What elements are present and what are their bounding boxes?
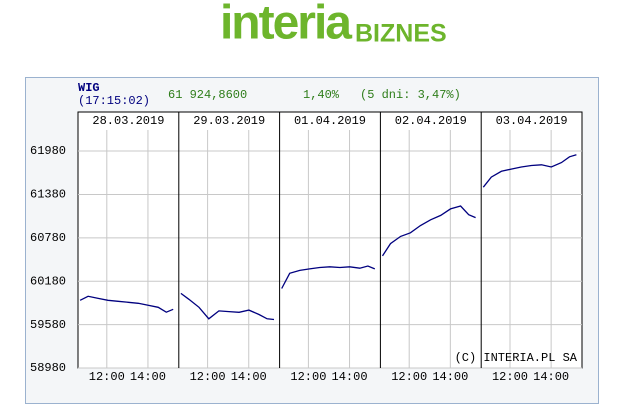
panel-date: 03.04.2019	[496, 114, 568, 128]
index-name: WIG	[78, 81, 100, 95]
x-tick-label: 12:00	[391, 370, 427, 384]
panel-date: 28.03.2019	[92, 114, 164, 128]
price-line	[180, 292, 275, 321]
y-tick-label: 60780	[30, 231, 66, 245]
price-line	[281, 265, 376, 289]
x-tick-label: 14:00	[332, 370, 368, 384]
change: 1,40%	[303, 88, 340, 102]
x-tick-label: 12:00	[89, 370, 125, 384]
x-tick-label: 12:00	[290, 370, 326, 384]
change-5d: (5 dni: 3,47%)	[360, 88, 461, 102]
y-tick-label: 61980	[30, 144, 66, 158]
update-time: (17:15:02)	[78, 94, 150, 108]
price-line	[79, 295, 174, 313]
last-value: 61 924,8600	[168, 88, 247, 102]
y-tick-label: 60180	[30, 274, 66, 288]
panel-date: 01.04.2019	[294, 114, 366, 128]
y-tick-label: 61380	[30, 188, 66, 202]
price-line	[482, 154, 577, 188]
panel-date: 02.04.2019	[395, 114, 467, 128]
y-tick-label: 58980	[30, 361, 66, 375]
plot-area	[77, 111, 583, 369]
x-tick-label: 12:00	[190, 370, 226, 384]
x-tick-label: 12:00	[492, 370, 528, 384]
x-tick-label: 14:00	[432, 370, 468, 384]
y-tick-label: 59580	[30, 318, 66, 332]
x-tick-label: 14:00	[533, 370, 569, 384]
x-tick-label: 14:00	[130, 370, 166, 384]
price-line	[381, 205, 476, 257]
logo-section: BIZNES	[355, 20, 447, 48]
logo-brand: interia	[220, 0, 352, 50]
panel-date: 29.03.2019	[193, 114, 265, 128]
x-tick-label: 14:00	[231, 370, 267, 384]
credit: (C) INTERIA.PL SA	[455, 351, 578, 365]
